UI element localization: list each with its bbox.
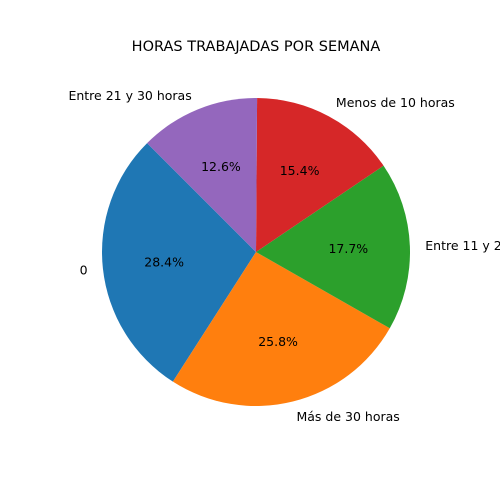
pct-label-entre-21-y-30-horas: 12.6% (201, 159, 241, 174)
pct-label-mas-de-30-horas: 25.8% (258, 334, 298, 349)
slice-label-entre-21-y-30-horas: Entre 21 y 30 horas (68, 88, 191, 103)
chart-title: HORAS TRABAJADAS POR SEMANA (132, 39, 381, 55)
pct-label-0: 28.4% (144, 254, 184, 269)
pct-label-menos-de-10-horas: 15.4% (280, 163, 320, 178)
slice-label-entre-11-y-20-horas: Entre 11 y 20 horas (425, 238, 500, 253)
slice-label-mas-de-30-horas: Más de 30 horas (296, 409, 399, 424)
pie-slice-menos-de-10-horas (256, 98, 384, 252)
pie-slice-mas-de-30-horas (172, 252, 390, 406)
pie-slice-entre-11-y-20-horas (256, 165, 410, 329)
pie-slice-entre-21-y-30-horas (147, 97, 258, 252)
slice-label-0: 0 (80, 263, 88, 278)
pie-labels: 28.4% 0 25.8% Más de 30 horas 17.7% Entre 11 … (68, 88, 500, 424)
pct-label-entre-11-y-20-horas: 17.7% (328, 241, 368, 256)
pie-slice-0 (102, 143, 256, 382)
pie-slices (102, 97, 410, 406)
slice-label-menos-de-10-horas: Menos de 10 horas (336, 95, 455, 110)
